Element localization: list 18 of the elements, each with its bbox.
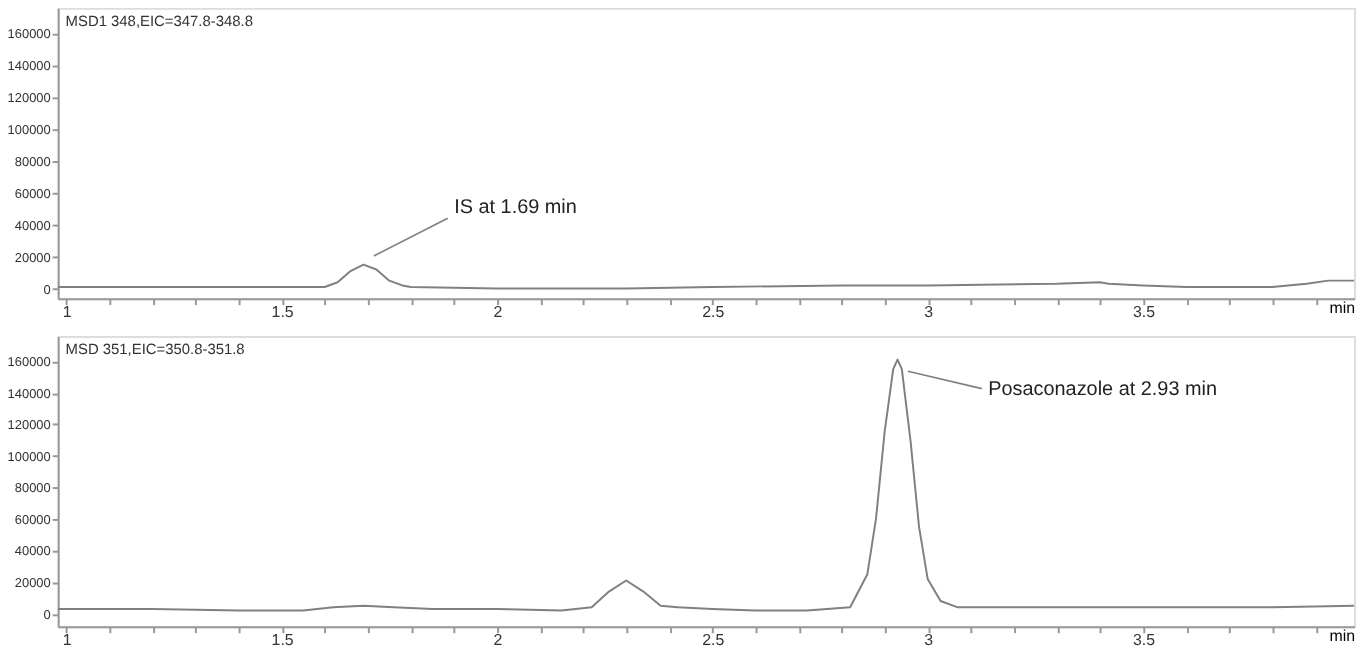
x-tick-label: 3.5 xyxy=(1132,631,1157,650)
x-tick-label: 3.5 xyxy=(1132,303,1157,322)
x-tick-label: 2.5 xyxy=(702,303,726,322)
x-tick-label: 1 xyxy=(62,303,73,322)
x-tick-label: 2 xyxy=(493,303,504,322)
x-axis-title: min xyxy=(1329,627,1356,646)
x-tick-label: 3 xyxy=(924,631,935,650)
x-tick-label: 1 xyxy=(62,631,73,650)
x-axis-title: min xyxy=(1329,299,1356,318)
x-tick-label: 2 xyxy=(493,631,504,650)
x-tick-label: 3 xyxy=(924,303,935,322)
line-series xyxy=(57,358,1355,612)
x-tick-label: 2.5 xyxy=(702,631,726,650)
annotation: Posaconazole at 2.93 min xyxy=(988,378,1217,401)
annotation: IS at 1.69 min xyxy=(454,196,577,219)
x-tick-label: 1.5 xyxy=(271,631,295,650)
x-tick-label: 1.5 xyxy=(271,303,295,322)
line-series xyxy=(57,263,1355,290)
